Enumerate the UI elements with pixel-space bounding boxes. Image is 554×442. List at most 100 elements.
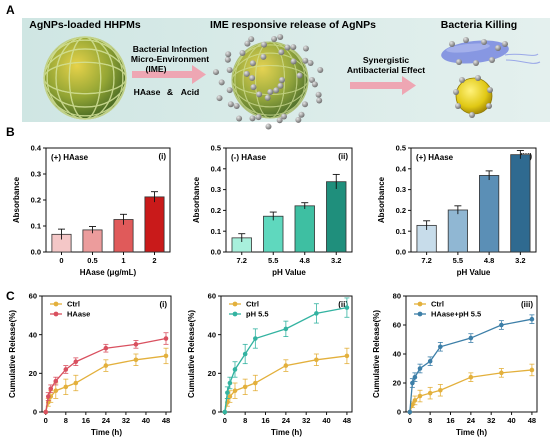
x-tick-label: 0: [44, 416, 48, 425]
data-point: [163, 353, 169, 359]
label-ime-2: Micro-Environment: [131, 54, 209, 64]
y-axis-label: Absorbance: [377, 176, 386, 223]
agnp-dot: [256, 91, 263, 98]
y-tick-label: 0.1: [396, 227, 406, 236]
label-syn-2: Antibacterial Effect: [347, 65, 425, 75]
y-tick-label: 0: [212, 408, 216, 417]
agnp-dot: [216, 95, 223, 102]
agnp-dot: [255, 114, 262, 121]
data-point: [427, 358, 433, 364]
agnp-dot: [315, 91, 322, 98]
x-tick-label: 4.8: [300, 256, 310, 265]
agnp-dot: [218, 79, 225, 86]
agnp-dot: [311, 81, 318, 88]
agnp-dot: [475, 75, 481, 81]
agnp-dot: [213, 69, 220, 76]
legend-label: Ctrl: [431, 300, 444, 309]
label-ime-1: Bacterial Infection: [133, 44, 208, 54]
data-point: [499, 370, 504, 376]
x-tick-label: 24: [102, 416, 111, 425]
x-tick-label: 16: [261, 416, 269, 425]
panel-tag: (iii): [521, 300, 533, 309]
y-tick-label: 40: [29, 330, 37, 339]
agnp-dot: [248, 36, 255, 43]
y-axis-label: Cumulative Release(%): [187, 310, 196, 398]
bar: [263, 215, 284, 253]
agnp-dot: [307, 60, 314, 67]
y-tick-label: 60: [29, 292, 37, 301]
legend-marker: [53, 311, 59, 317]
x-tick-label: 40: [142, 416, 150, 425]
agnp-dot: [487, 87, 493, 93]
x-tick-label: 0: [59, 256, 63, 265]
x-tick-label: 8: [428, 416, 432, 425]
agnp-dot: [459, 77, 465, 83]
x-tick-label: 40: [507, 416, 515, 425]
data-point: [227, 394, 233, 399]
data-point: [468, 374, 474, 380]
panel-tag: (ii): [338, 152, 348, 161]
x-tick-label: 0: [408, 416, 412, 425]
agnp-dot: [260, 53, 267, 60]
x-axis-label: Time (h): [271, 428, 302, 437]
data-point: [253, 336, 258, 341]
y-tick-label: 0.0: [211, 248, 221, 257]
data-point: [407, 409, 413, 415]
data-point: [438, 344, 443, 350]
x-tick-label: 7.2: [237, 256, 247, 265]
x-tick-label: 0.5: [87, 256, 97, 265]
agnp-dot: [249, 60, 256, 67]
y-tick-label: 0: [33, 408, 37, 417]
data-point: [53, 378, 59, 384]
agnp-dot: [244, 40, 251, 47]
data-point: [283, 363, 289, 368]
data-point: [417, 366, 423, 371]
agnp-dot: [249, 75, 256, 82]
label-release: IME responsive release of AgNPs: [210, 19, 376, 31]
agnp-dot: [456, 59, 462, 65]
y-axis-label: Absorbance: [192, 176, 201, 223]
x-tick-label: 8: [243, 416, 247, 425]
x-tick-label: 5.5: [453, 256, 463, 265]
legend-marker: [232, 301, 238, 307]
agnp-dot: [277, 34, 284, 41]
agnp-dot: [486, 103, 492, 109]
y-axis-label: Absorbance: [12, 176, 21, 223]
agnp-dot: [236, 115, 243, 122]
agnp-dot: [261, 41, 268, 48]
agnp-dot: [239, 50, 246, 57]
x-tick-label: 1: [121, 256, 125, 265]
agnp-dot: [317, 67, 324, 74]
agnp-dot: [226, 87, 233, 94]
x-axis-label: Time (h): [456, 428, 487, 437]
x-axis-label: Time (h): [91, 428, 122, 437]
chart-c1: 0 20 40 60 Cumulative Release(%) Time (h) (i) 0…: [8, 292, 172, 437]
legend-label: pH 5.5: [246, 310, 269, 319]
agnp-dot: [453, 89, 459, 95]
agnp-dot: [267, 88, 274, 95]
series: [222, 297, 350, 415]
y-tick-label: 0.4: [396, 164, 407, 173]
data-point: [283, 326, 289, 332]
agnp-dot: [284, 44, 291, 51]
y-tick-label: 60: [393, 321, 401, 330]
data-point: [103, 345, 109, 351]
panel-tag: (i): [159, 300, 167, 309]
legend-label: HAase+pH 5.5: [431, 310, 481, 319]
data-point: [232, 388, 238, 394]
agnp-dot: [273, 87, 280, 94]
agnp-dot: [227, 101, 234, 108]
broken-sphere-icon: [213, 34, 324, 130]
agnp-dot: [243, 70, 250, 77]
agnp-dot: [276, 117, 283, 124]
x-tick-label: 7.2: [421, 256, 431, 265]
y-tick-label: 0.2: [31, 196, 41, 205]
bacteria-icon: [441, 37, 541, 66]
y-tick-label: 0.1: [31, 222, 41, 231]
agnp-dot: [233, 102, 240, 109]
bar: [479, 175, 500, 253]
agnp-dot: [290, 44, 297, 51]
y-tick-label: 40: [393, 350, 401, 359]
